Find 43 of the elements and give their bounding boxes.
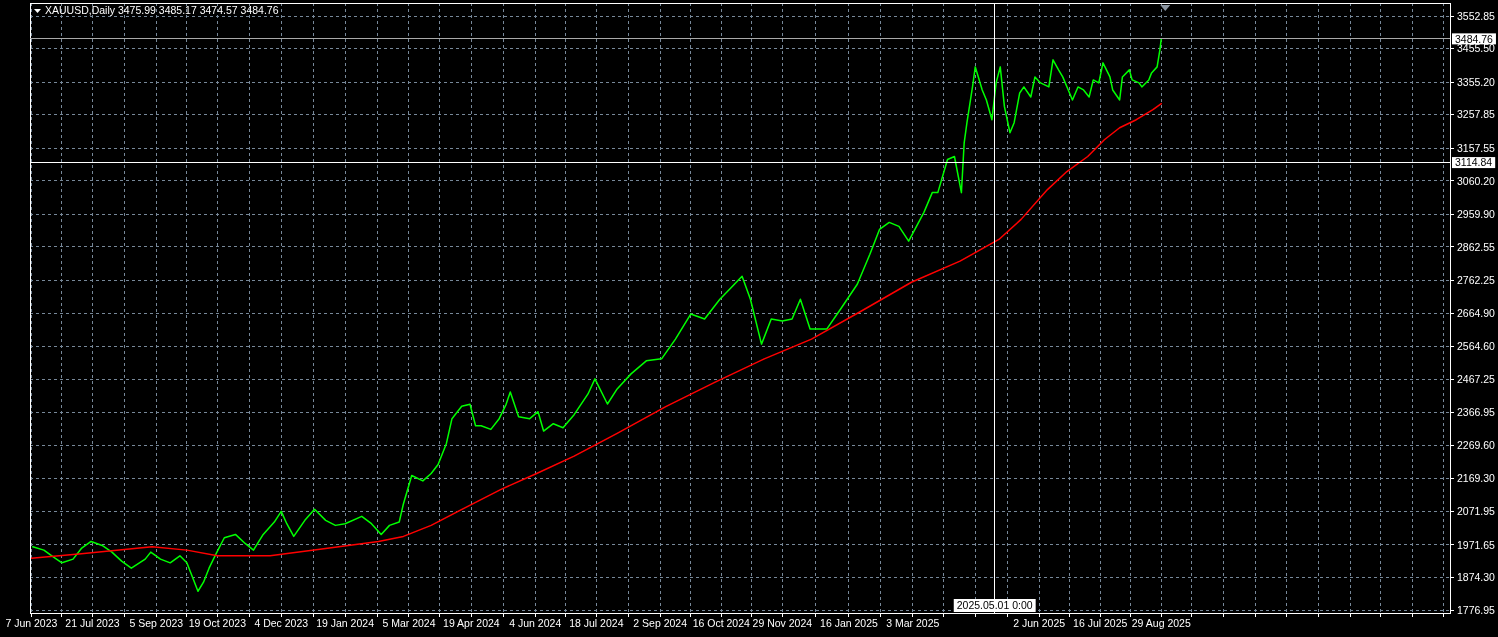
ref-line-label: 3114.84 [1455, 156, 1493, 169]
y-tick-label: 2366.95 [1457, 406, 1496, 419]
x-tick-label: 16 Jul 2025 [1073, 617, 1128, 629]
y-tick-label: 2071.95 [1457, 505, 1496, 518]
y-tick-label: 2862.55 [1457, 240, 1496, 253]
y-tick-label: 1874.30 [1457, 571, 1496, 584]
x-tick-label: 7 Jun 2023 [5, 617, 58, 629]
y-tick-label: 1776.95 [1457, 603, 1496, 616]
y-tick-label: 3157.55 [1457, 141, 1496, 154]
x-tick-label: 16 Jan 2025 [820, 617, 879, 629]
y-tick-label: 2959.90 [1457, 208, 1496, 221]
y-tick-label: 3257.85 [1457, 108, 1496, 121]
x-tick-label: 16 Oct 2024 [692, 617, 751, 629]
y-tick-label: 3355.20 [1457, 75, 1496, 88]
ref-line-label: 3484.76 [1455, 32, 1494, 45]
x-tick-label: 29 Nov 2024 [752, 617, 813, 629]
x-tick-label: 4 Dec 2023 [254, 617, 309, 629]
x-tick-label: 19 Jan 2024 [316, 617, 375, 629]
line-series [32, 38, 1163, 593]
x-tick-label: 21 Jul 2023 [65, 617, 120, 629]
x-tick-label: 5 Mar 2024 [382, 617, 436, 629]
y-tick-label: 2564.60 [1457, 340, 1496, 353]
x-tick-label: 2 Sep 2024 [633, 617, 688, 629]
y-tick-label: 2762.25 [1457, 274, 1496, 287]
x-tick-label: 18 Jul 2024 [569, 617, 624, 629]
x-tick-label: 29 Aug 2025 [1131, 617, 1191, 629]
line-series [30, 102, 1163, 559]
x-tick-label: 19 Apr 2024 [443, 617, 500, 629]
y-tick-label: 2467.25 [1457, 372, 1496, 385]
x-tick-label: 2 Jun 2025 [1013, 617, 1066, 629]
ref-line-label: 2025.05.01 0:00 [956, 599, 1033, 611]
y-tick-label: 3060.20 [1457, 174, 1496, 187]
y-tick-label: 3552.85 [1457, 9, 1496, 22]
x-tick-label: 19 Oct 2023 [188, 617, 247, 629]
chart-title: XAUUSD,Daily 3475.99 3485.17 3474.57 3484.76 [45, 4, 279, 16]
y-tick-label: 3455.50 [1457, 42, 1496, 55]
y-tick-label: 2269.60 [1457, 438, 1496, 451]
x-tick-label: 5 Sep 2023 [129, 617, 184, 629]
y-tick-label: 2664.90 [1457, 306, 1496, 319]
y-tick-label: 1971.65 [1457, 538, 1496, 551]
x-tick-label: 4 Jun 2024 [509, 617, 562, 629]
y-tick-label: 2169.30 [1457, 472, 1496, 485]
x-tick-label: 3 Mar 2025 [886, 617, 940, 629]
